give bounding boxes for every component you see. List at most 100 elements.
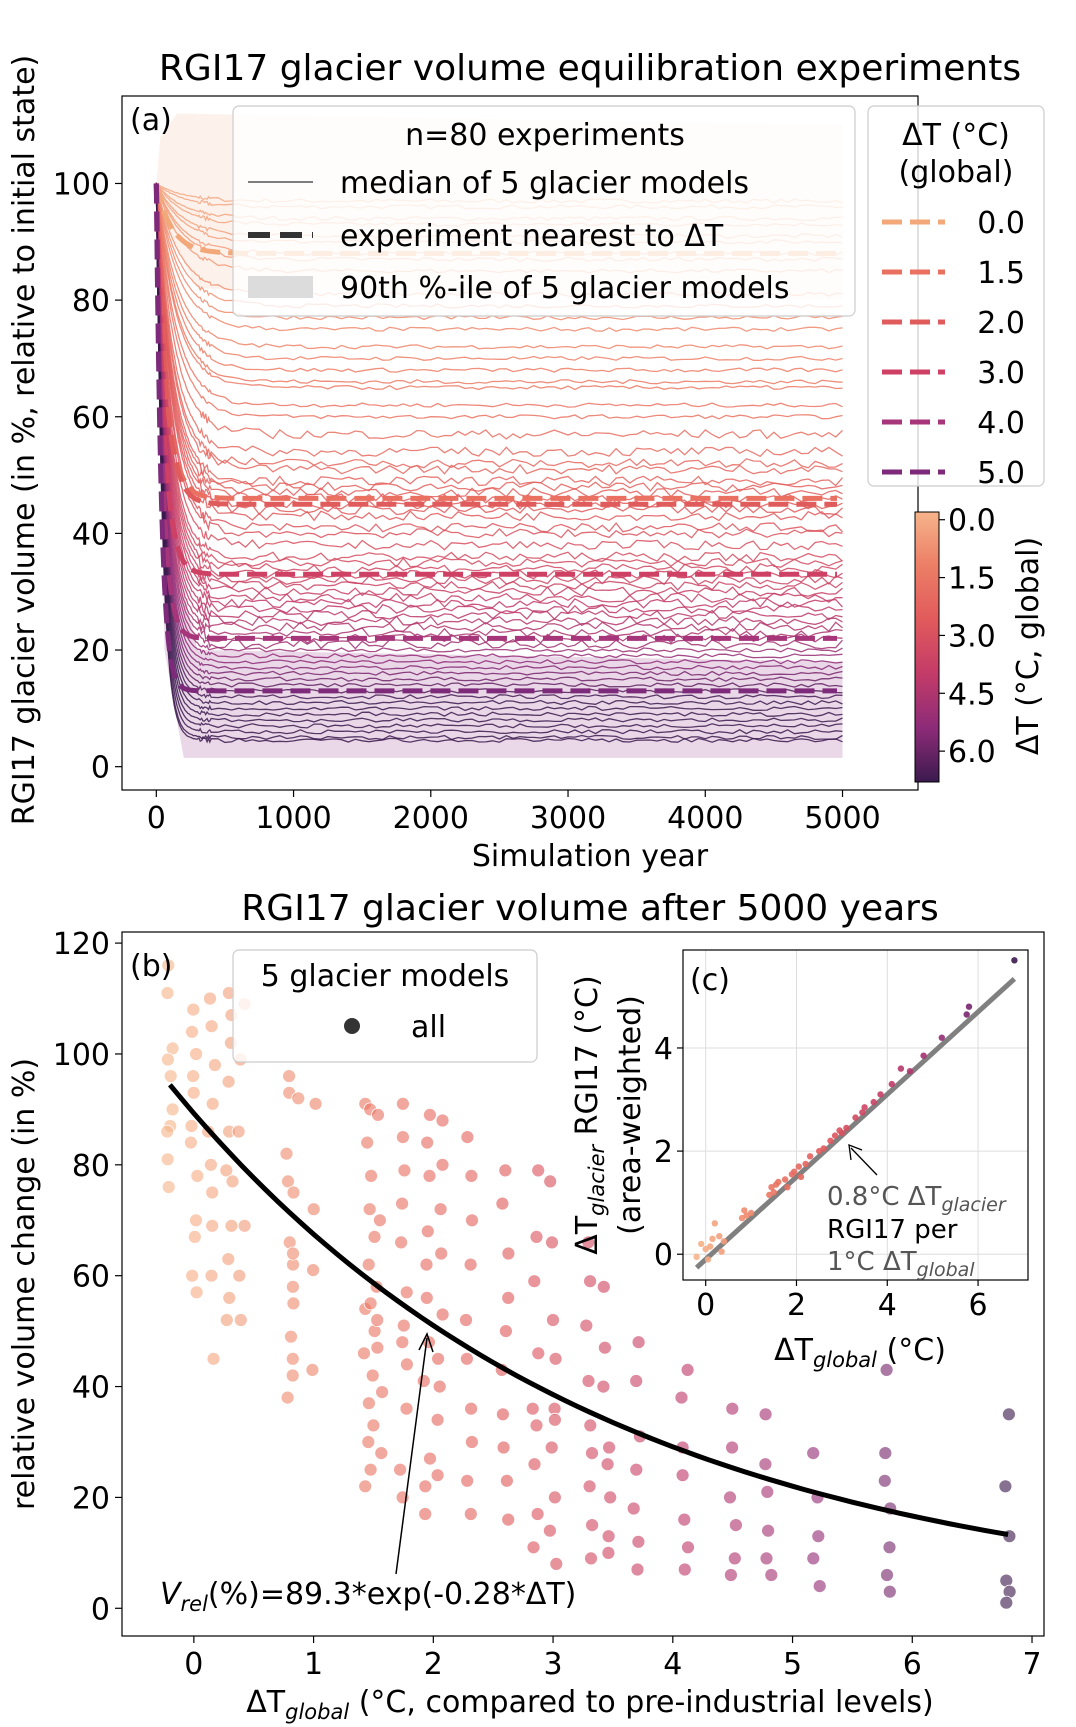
median-line: [155, 183, 843, 717]
y-tick-label: 100: [53, 1038, 110, 1073]
panel-c-ylabel-sub: glacier: [585, 1143, 609, 1215]
scatter-point: [545, 1235, 559, 1250]
x-tick-label: 7: [1022, 1647, 1041, 1682]
scatter-point: [399, 1357, 414, 1372]
scatter-point: [308, 1096, 323, 1111]
scatter-point: [165, 1102, 180, 1117]
dt-legend-label-3.0: 3.0: [977, 356, 1025, 391]
scatter-point: [282, 1069, 297, 1083]
scatter-point: [395, 1130, 410, 1144]
scatter-point: [233, 1313, 248, 1327]
median-line: [155, 183, 843, 638]
scatter-point: [285, 1368, 300, 1383]
scatter-point: [464, 1169, 479, 1183]
median-line: [155, 182, 843, 633]
scatter-point: [531, 1163, 546, 1178]
scatter-point: [724, 1568, 738, 1582]
scatter-point: [878, 1446, 893, 1460]
colorbar-tick-label: 4.5: [948, 677, 996, 712]
y-tick-label: 20: [72, 634, 110, 669]
fit-annotation-arrowhead: [418, 1332, 434, 1353]
scatter-point: [459, 1313, 473, 1327]
scatter-point: [629, 1374, 644, 1388]
scatter-point: [498, 1163, 513, 1178]
scatter-point: [203, 991, 217, 1006]
inset-point: [938, 1034, 945, 1041]
scatter-point: [760, 1485, 775, 1499]
scatter-point: [764, 1568, 779, 1582]
scatter-point: [207, 1058, 222, 1072]
scatter-point: [395, 1196, 410, 1211]
scatter-point: [358, 1479, 373, 1494]
median-line: [155, 184, 843, 475]
median-line: [155, 183, 843, 533]
median-line: [155, 183, 843, 735]
scatter-point: [185, 1268, 200, 1283]
scatter-point: [543, 1523, 557, 1538]
x-tick-label: 5: [783, 1647, 802, 1682]
scatter-point: [161, 958, 176, 973]
inset-point: [827, 1137, 834, 1145]
scatter-point: [160, 986, 175, 1000]
scatter-point: [160, 1152, 175, 1167]
inset-point: [831, 1132, 839, 1139]
panel-c-xlabel-main: ΔT: [774, 1333, 814, 1368]
x-tick-label: 2: [787, 1288, 806, 1323]
scatter-point: [582, 1479, 597, 1494]
median-line: [155, 183, 843, 729]
scatter-point: [420, 1224, 435, 1239]
median-line: [155, 183, 843, 408]
scatter-point: [396, 1318, 411, 1333]
scatter-point: [598, 1340, 612, 1355]
panel-c-annotation-arrowhead: [848, 1144, 863, 1161]
panel-a-xlabel: Simulation year: [472, 839, 709, 874]
x-tick-label: 3: [544, 1647, 563, 1682]
scatter-point: [998, 1479, 1013, 1494]
legend-entry-median: median of 5 glacier models: [340, 166, 749, 201]
nearest-experiment-line-3.0: [153, 183, 837, 577]
scatter-point: [362, 1202, 377, 1217]
scatter-point: [806, 1551, 821, 1566]
scatter-point: [219, 1163, 234, 1178]
inset-point: [741, 1207, 748, 1214]
scatter-point: [629, 1462, 644, 1477]
median-line: [155, 183, 843, 574]
scatter-point: [190, 1169, 205, 1183]
scatter-point: [596, 1379, 611, 1394]
scatter-point: [501, 1291, 516, 1305]
dt-legend-label-0.0: 0.0: [977, 206, 1025, 241]
colorbar-tick-label: 1.5: [948, 562, 996, 597]
scatter-point: [161, 1180, 176, 1194]
scatter-point: [626, 1501, 641, 1516]
median-line: [155, 183, 843, 653]
scatter-point: [435, 1157, 450, 1172]
scatter-point: [221, 1074, 236, 1089]
y-tick-label: 4: [654, 1032, 673, 1067]
inset-point: [795, 1163, 802, 1170]
y-tick-label: 0: [91, 1592, 110, 1627]
nearest-experiment-line-5.0: [153, 183, 837, 694]
dt-legend-label-4.0: 4.0: [977, 406, 1025, 441]
median-line: [155, 183, 843, 723]
x-tick-label: 1: [304, 1647, 323, 1682]
panel-a-legend: n=80 experiments median of 5 glacier mod…: [232, 105, 856, 317]
scatter-point: [603, 1490, 618, 1505]
scatter-point: [435, 1307, 450, 1322]
fit-curve: [167, 1083, 1009, 1537]
fit-equation: Vrel(%)=89.3*exp(-0.28*ΔT): [160, 1577, 576, 1616]
scatter-point: [631, 1534, 646, 1549]
median-line: [155, 182, 843, 440]
scatter-point: [361, 1396, 376, 1411]
scatter-point: [205, 1185, 220, 1200]
inset-point: [781, 1176, 789, 1183]
y-tick-label: 80: [72, 1149, 110, 1184]
scatter-point: [584, 1551, 598, 1566]
panel-a-title: RGI17 glacier volume equilibration exper…: [159, 48, 1021, 89]
y-tick-label: 0: [654, 1238, 673, 1273]
regression-line: [694, 977, 1017, 1270]
legend-band-swatch: [248, 276, 313, 298]
scatter-point: [183, 1135, 198, 1150]
scatter-point: [464, 1435, 479, 1449]
scatter-point: [189, 1213, 203, 1228]
panel-b-legend-entry: all: [411, 1010, 446, 1045]
